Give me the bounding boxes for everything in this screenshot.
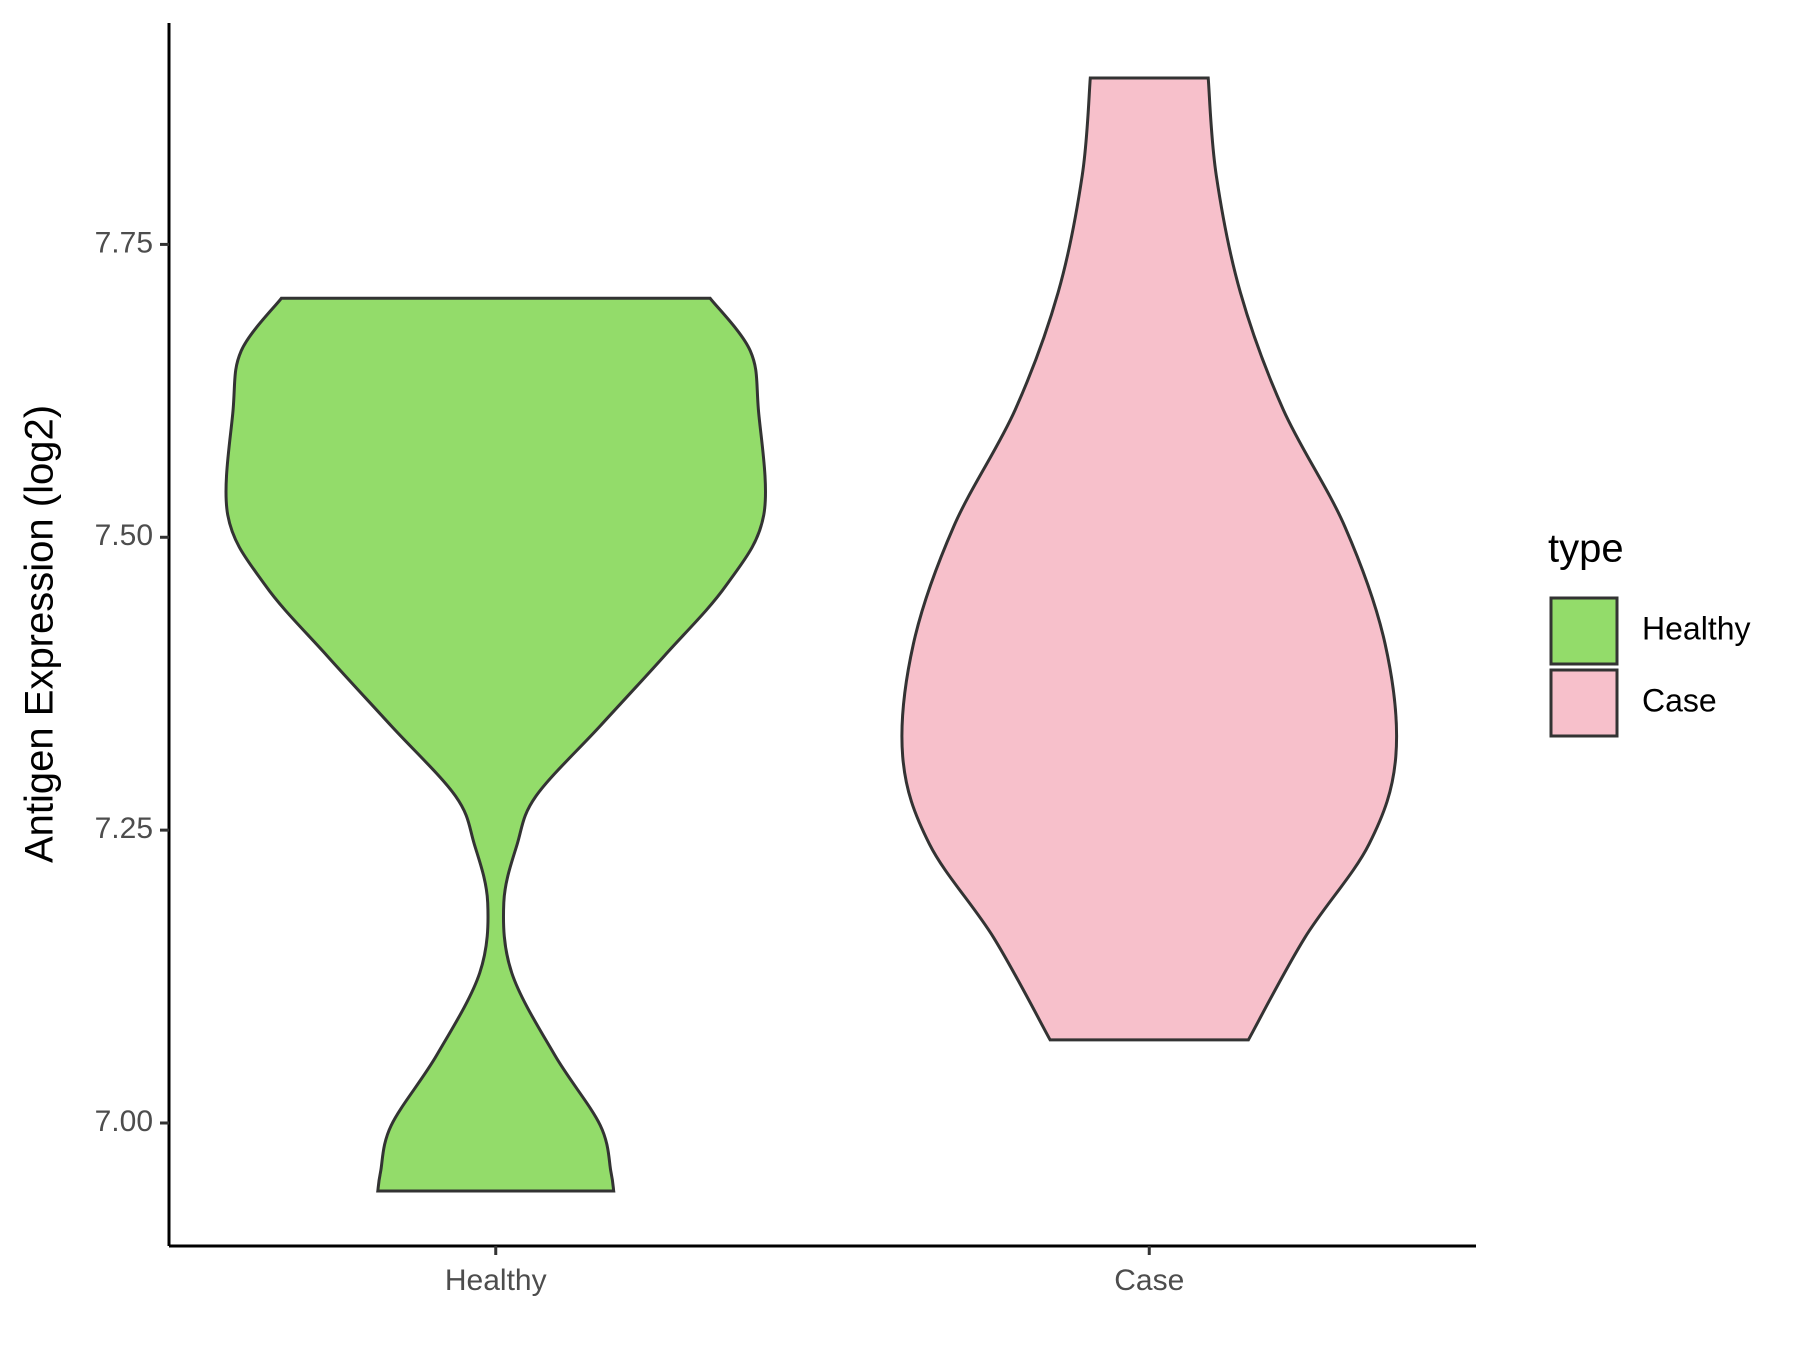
legend-label: Case xyxy=(1642,682,1717,718)
legend-key xyxy=(1549,668,1619,738)
y-axis-title: Antigen Expression (log2) xyxy=(18,405,62,863)
x-tick-label: Case xyxy=(1114,1264,1184,1297)
y-tick-label: 7.75 xyxy=(95,226,153,259)
violin xyxy=(900,76,1399,1042)
violin xyxy=(224,296,767,1193)
legend-key xyxy=(1549,596,1619,666)
y-tick-label: 7.00 xyxy=(95,1105,153,1138)
y-tick-label: 7.50 xyxy=(95,519,153,552)
legend-title: type xyxy=(1548,527,1624,571)
legend-label: Healthy xyxy=(1642,610,1751,646)
y-tick-label: 7.25 xyxy=(95,812,153,845)
x-tick-label: Healthy xyxy=(445,1264,547,1297)
